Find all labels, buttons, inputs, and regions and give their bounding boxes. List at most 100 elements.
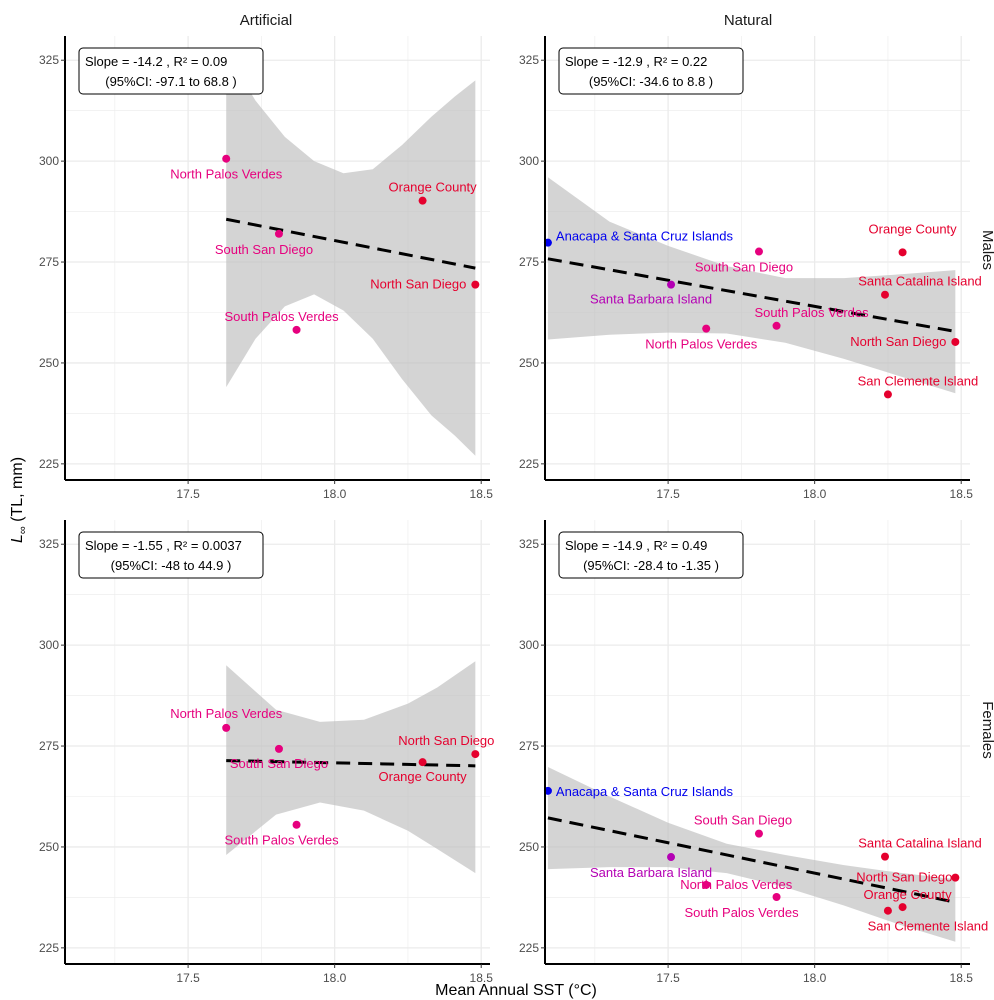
panel-natural-females: Anacapa & Santa Cruz Islands Santa Barbar… bbox=[519, 520, 988, 985]
y-axis-title-subscript: ∞ bbox=[17, 526, 29, 534]
y-tick-label: 300 bbox=[39, 638, 59, 652]
y-axis-title: L∞ (TL, mm) bbox=[9, 457, 29, 543]
regression-line bbox=[547, 257, 956, 333]
data-point bbox=[292, 325, 301, 334]
regression-line bbox=[226, 759, 476, 768]
confidence-band bbox=[547, 767, 956, 942]
x-tick-label: 17.5 bbox=[176, 971, 200, 985]
y-tick-label: 275 bbox=[39, 255, 59, 269]
data-point bbox=[418, 758, 427, 767]
data-point bbox=[471, 750, 480, 759]
data-point bbox=[898, 903, 907, 912]
row-strip-females: Females bbox=[979, 701, 994, 759]
data-point bbox=[292, 820, 301, 829]
data-point bbox=[274, 744, 283, 753]
annotation-box bbox=[558, 531, 744, 579]
annotation-slope: Slope = -14.2 , R² = 0.09 bbox=[85, 54, 227, 69]
confidence-band bbox=[226, 661, 476, 874]
point-label: Orange County bbox=[379, 769, 468, 784]
x-tick-label: 18.0 bbox=[323, 487, 347, 501]
panel-artificial-males: North Palos Verdes South San Diego South P… bbox=[39, 36, 493, 501]
y-tick-label: 325 bbox=[39, 53, 59, 67]
data-point bbox=[222, 154, 231, 163]
annotation-slope: Slope = -1.55 , R² = 0.0037 bbox=[85, 538, 242, 553]
data-point bbox=[951, 873, 960, 882]
y-tick-label: 250 bbox=[519, 356, 539, 370]
point-label: South Palos Verdes bbox=[224, 309, 339, 324]
annotation-ci: (95%CI: -97.1 to 68.8 ) bbox=[105, 74, 237, 89]
point-label: Anacapa & Santa Cruz Islands bbox=[556, 784, 734, 799]
y-tick-label: 325 bbox=[39, 537, 59, 551]
data-point bbox=[754, 247, 763, 256]
point-label: San Clemente Island bbox=[858, 373, 979, 388]
y-tick-label: 225 bbox=[39, 941, 59, 955]
y-tick-label: 275 bbox=[39, 739, 59, 753]
data-point bbox=[222, 723, 231, 732]
point-label: North San Diego bbox=[398, 733, 494, 748]
annotation-ci: (95%CI: -34.6 to 8.8 ) bbox=[589, 74, 713, 89]
data-point bbox=[702, 324, 711, 333]
x-tick-label: 18.5 bbox=[470, 971, 494, 985]
y-tick-label: 300 bbox=[519, 638, 539, 652]
data-point bbox=[274, 229, 283, 238]
y-axis-title-symbol: L bbox=[9, 534, 26, 543]
y-tick-label: 275 bbox=[519, 255, 539, 269]
data-point bbox=[667, 280, 676, 289]
x-tick-label: 18.0 bbox=[803, 487, 827, 501]
point-label: North San Diego bbox=[856, 870, 952, 885]
point-label: Orange County bbox=[864, 887, 953, 902]
point-label: South Palos Verdes bbox=[754, 305, 869, 320]
data-point bbox=[898, 248, 907, 257]
x-tick-label: 17.5 bbox=[656, 971, 680, 985]
point-label: Santa Catalina Island bbox=[858, 836, 982, 851]
point-label: South San Diego bbox=[695, 260, 793, 275]
y-tick-label: 225 bbox=[39, 457, 59, 471]
data-point bbox=[881, 852, 889, 861]
confidence-band bbox=[547, 177, 956, 394]
point-label: Santa Barbara Island bbox=[590, 292, 712, 307]
row-strip-males: Males bbox=[979, 230, 994, 270]
data-point bbox=[951, 337, 960, 346]
point-label: South Palos Verdes bbox=[684, 905, 799, 920]
y-tick-label: 325 bbox=[519, 53, 539, 67]
panel-natural-males: Anacapa & Santa Cruz Islands Santa Barbar… bbox=[519, 36, 982, 501]
x-tick-label: 18.5 bbox=[950, 487, 974, 501]
point-label: South San Diego bbox=[230, 756, 328, 771]
regression-line bbox=[225, 217, 476, 270]
data-point bbox=[883, 390, 892, 399]
point-label: South San Diego bbox=[694, 813, 792, 828]
annotation-slope: Slope = -14.9 , R² = 0.49 bbox=[565, 538, 707, 553]
annotation-box bbox=[78, 531, 264, 579]
x-tick-label: 17.5 bbox=[656, 487, 680, 501]
point-label: Santa Catalina Island bbox=[858, 274, 982, 289]
point-label: North Palos Verdes bbox=[645, 337, 758, 352]
data-point bbox=[418, 196, 427, 205]
x-tick-label: 18.0 bbox=[323, 971, 347, 985]
panels-layer: North Palos Verdes South San Diego South P… bbox=[39, 36, 988, 985]
point-label: Orange County bbox=[389, 180, 478, 195]
point-label: Santa Barbara Island bbox=[590, 865, 712, 880]
column-strip-natural: Natural bbox=[724, 12, 772, 29]
point-label: North San Diego bbox=[850, 334, 946, 349]
data-point bbox=[881, 290, 889, 299]
annotation-box bbox=[78, 47, 264, 95]
point-label: North San Diego bbox=[370, 277, 466, 292]
y-tick-label: 300 bbox=[39, 154, 59, 168]
y-tick-label: 250 bbox=[39, 356, 59, 370]
column-strip-artificial: Artificial bbox=[240, 12, 293, 29]
y-tick-label: 325 bbox=[519, 537, 539, 551]
data-point bbox=[667, 853, 676, 862]
data-point bbox=[471, 280, 480, 289]
panel-artificial-females: North Palos Verdes South San Diego South P… bbox=[39, 520, 494, 985]
y-tick-label: 225 bbox=[519, 457, 539, 471]
point-label: Anacapa & Santa Cruz Islands bbox=[556, 229, 734, 244]
y-tick-label: 250 bbox=[39, 840, 59, 854]
x-tick-label: 18.0 bbox=[803, 971, 827, 985]
point-label: North Palos Verdes bbox=[170, 167, 283, 182]
annotation-ci: (95%CI: -28.4 to -1.35 ) bbox=[583, 558, 719, 573]
data-point bbox=[754, 829, 763, 838]
data-point bbox=[702, 880, 711, 889]
y-tick-label: 275 bbox=[519, 739, 539, 753]
x-tick-label: 17.5 bbox=[176, 487, 200, 501]
point-label: North Palos Verdes bbox=[170, 706, 283, 721]
